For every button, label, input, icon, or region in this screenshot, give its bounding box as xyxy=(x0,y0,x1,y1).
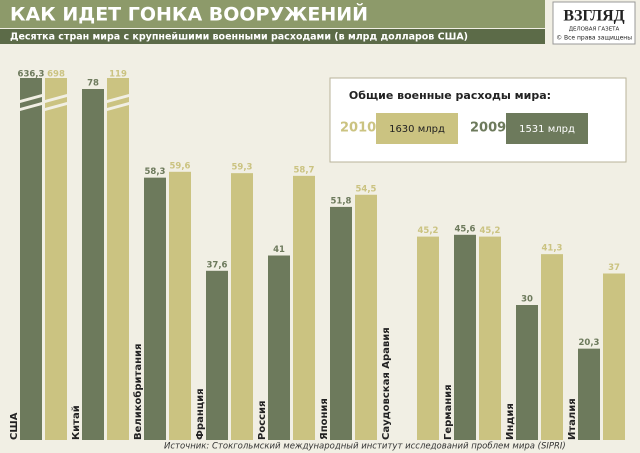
legend-label: 2009 xyxy=(470,121,506,136)
bar-break xyxy=(107,102,129,111)
subtitle-band xyxy=(0,29,545,44)
value-label: 59,6 xyxy=(170,161,191,171)
bar xyxy=(169,171,191,441)
legend-swatch xyxy=(376,113,458,144)
value-label: 58,3 xyxy=(145,167,166,177)
bar-break xyxy=(45,94,67,103)
bar xyxy=(454,234,476,440)
bar xyxy=(355,194,377,440)
logo-box xyxy=(552,1,636,45)
value-label: 45,2 xyxy=(480,226,501,236)
value-label: 30 xyxy=(521,295,533,305)
value-label: 45,2 xyxy=(418,226,439,236)
bar xyxy=(82,89,104,440)
bar xyxy=(417,236,439,440)
chart-title: КАК ИДЕТ ГОНКА ВООРУЖЕНИЙ xyxy=(10,3,368,26)
value-label: 636,3 xyxy=(18,70,45,80)
bar xyxy=(45,78,67,440)
x-tick-label: Саудовская Аравия xyxy=(381,327,392,440)
value-label: 59,3 xyxy=(232,163,253,173)
value-label: 54,5 xyxy=(356,184,377,194)
value-label: 20,3 xyxy=(579,338,600,348)
x-tick-label: Китай xyxy=(71,405,82,440)
source: Источник: Стокгольмский международный ин… xyxy=(164,442,566,452)
totals-title: Общие военные расходы мира: xyxy=(349,89,551,102)
x-tick-label: Германия xyxy=(443,384,454,440)
logo-name: ВЗГЛЯД xyxy=(563,8,624,25)
value-label: 37,6 xyxy=(207,260,228,270)
title-band xyxy=(0,0,545,28)
value-label: 58,7 xyxy=(294,165,315,175)
value-label: 41,3 xyxy=(542,244,563,254)
x-tick-label: США xyxy=(9,412,20,440)
bar-break xyxy=(20,102,42,111)
bar xyxy=(206,270,228,440)
bar xyxy=(20,78,42,440)
x-tick-label: Италия xyxy=(567,398,578,440)
x-tick-label: Франция xyxy=(195,388,206,440)
bar xyxy=(231,173,253,440)
bar xyxy=(107,78,129,440)
bar xyxy=(268,255,290,440)
bar xyxy=(516,305,538,440)
bar-break xyxy=(107,94,129,103)
legend-label: 2010 xyxy=(340,121,376,136)
x-tick-label: Великобритания xyxy=(132,344,144,440)
bar xyxy=(479,236,501,440)
chart-subtitle: Десятка стран мира с крупнейшими военным… xyxy=(10,32,468,43)
x-tick-label: Индия xyxy=(505,403,516,440)
legend-total: 1630 млрд xyxy=(389,124,445,135)
value-label: 698 xyxy=(47,70,65,80)
logo-tagline: ДЕЛОВАЯ ГАЗЕТА xyxy=(569,27,620,33)
bar xyxy=(603,273,625,440)
bar xyxy=(330,206,352,440)
legend-swatch xyxy=(506,113,588,144)
bar xyxy=(578,348,600,440)
bar-break xyxy=(45,102,67,111)
value-label: 78 xyxy=(87,79,99,89)
x-tick-label: Россия xyxy=(257,401,268,440)
value-label: 119 xyxy=(109,70,127,80)
bar xyxy=(541,254,563,440)
plot-area xyxy=(20,78,625,441)
logo-rights: © Все права защищены xyxy=(556,35,632,42)
value-label: 37 xyxy=(608,263,620,273)
bar-break xyxy=(20,94,42,103)
bar xyxy=(144,177,166,440)
value-label: 51,8 xyxy=(331,196,352,206)
value-label: 45,6 xyxy=(455,224,476,234)
bar xyxy=(293,175,315,440)
value-label: 41 xyxy=(273,245,285,255)
x-tick-label: Япония xyxy=(319,398,330,440)
legend-total: 1531 млрд xyxy=(519,124,575,135)
